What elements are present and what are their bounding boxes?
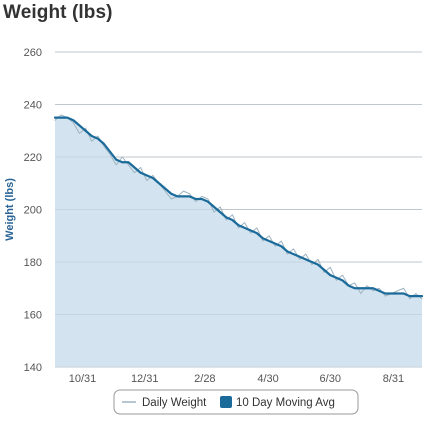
x-tick-label: 2/28 xyxy=(194,373,215,385)
y-axis-label: Weight (lbs) xyxy=(4,178,16,241)
legend-label-moving-avg: 10 Day Moving Avg xyxy=(236,397,335,409)
y-tick-label-200: 200 xyxy=(24,205,42,217)
y-tick-label-140: 140 xyxy=(24,362,42,374)
x-tick-label: 12/31 xyxy=(131,373,159,385)
legend-box xyxy=(113,389,359,415)
y-tick-label-260: 260 xyxy=(24,47,42,59)
x-tick-label: 4/30 xyxy=(257,373,278,385)
y-tick-label-160: 160 xyxy=(24,310,42,322)
legend-swatch-moving-avg xyxy=(220,396,232,408)
x-tick-label: 6/30 xyxy=(320,373,341,385)
chart-title: Weight (lbs) xyxy=(3,2,113,23)
legend-label-daily-weight: Daily Weight xyxy=(142,397,207,409)
y-tick-label-220: 220 xyxy=(24,152,42,164)
y-tick-label-240: 240 xyxy=(24,100,42,112)
y-tick-label-180: 180 xyxy=(24,257,42,269)
x-tick-label: 8/31 xyxy=(383,373,404,385)
series-line-daily-weight xyxy=(54,114,423,300)
x-tick-label: 10/31 xyxy=(69,373,97,385)
